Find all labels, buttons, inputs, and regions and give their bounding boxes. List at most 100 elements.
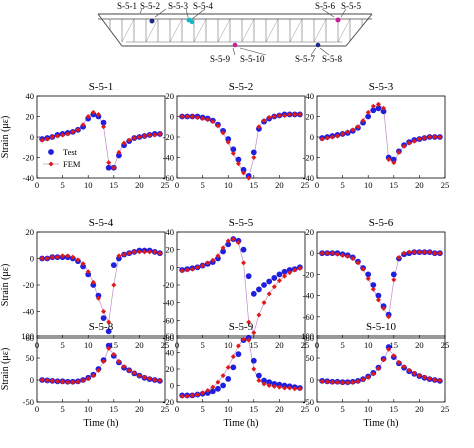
test-point [365,113,372,120]
fem-point [350,127,356,133]
fem-point [225,139,231,145]
test-point [250,357,257,364]
y-tick-label: -60 [303,312,314,322]
y-tick-label: -20 [303,153,314,163]
fem-point [205,260,211,266]
diagram-label-lines [139,8,347,56]
fem-point [355,378,361,384]
fem-point [126,367,132,373]
fem-series-line [42,112,160,169]
y-tick-label: 0 [310,375,314,385]
fem-series-line [182,238,301,334]
test-point [105,328,112,335]
fem-point [396,149,402,155]
fem-point [386,157,392,163]
y-tick-label: 50 [26,353,35,363]
fem-point [401,250,407,256]
fem-point [396,254,402,260]
diagram-label: S-5-3 [168,1,188,11]
y-tick-label: -20 [23,280,34,290]
x-tick-label: 10 [224,340,233,350]
fem-point [116,253,122,259]
legend-fem-marker [48,161,54,167]
fem-point [276,112,282,118]
fem-point [49,254,55,260]
y-tick-label: -40 [163,153,174,163]
fem-point [334,251,340,257]
fem-point [256,312,262,318]
fem-point [142,374,148,380]
test-point [365,271,372,278]
test-point [90,282,97,288]
x-axis-label: Time (h) [364,418,399,429]
fem-point [80,377,86,383]
fem-point [60,379,66,385]
fem-point [297,386,303,392]
test-point [390,156,397,163]
fem-point [391,277,397,283]
fem-point [210,384,216,390]
fem-point [65,131,71,137]
fem-point [116,359,122,365]
y-tick-label: -60 [163,173,174,183]
fem-point [282,385,288,391]
y-tick-label: 0 [170,112,174,122]
diagram-label: S-5-7 [295,54,315,64]
fem-point [381,105,387,111]
fem-point [75,127,81,133]
sensor-dot-s-5-4 [189,19,195,25]
fem-point [334,133,340,139]
x-tick-label: 20 [135,404,144,414]
fem-point [95,111,101,117]
fem-point [220,373,226,379]
fem-point [329,379,335,385]
y-tick-label: 20 [306,227,315,237]
y-tick-label: 40 [166,227,175,237]
fem-point [220,130,226,136]
y-tick-label: -20 [163,280,174,290]
fem-point [230,236,236,242]
diagram-label: S-5-4 [193,1,213,11]
x-tick-label: 20 [135,340,144,350]
test-point [110,262,117,269]
x-tick-label: 0 [35,404,39,414]
fem-point [194,264,200,270]
diagram-label: S-5-9 [210,54,230,64]
test-point [85,271,92,278]
diagram-labels-top: S-5-1 S-5-2 S-5-3 S-5-4 S-5-6 S-5-5 [117,1,361,11]
fem-point [246,319,252,325]
fem-point [152,132,158,138]
x-tick-label: 25 [301,404,310,414]
x-tick-label: 15 [390,340,399,350]
test-point [209,388,216,395]
fem-point [106,345,112,351]
x-tick-label: 15 [110,180,119,190]
fem-point [184,114,190,119]
fem-point [297,265,303,271]
fem-point [411,370,417,376]
fem-point [319,136,325,142]
fem-point [261,381,267,387]
x-tick-label: 10 [364,340,373,350]
y-tick-label: 20 [26,112,35,122]
diagram-label: S-5-8 [322,54,342,64]
y-tick-label: 0 [30,132,34,142]
y-tick-label: -40 [163,298,174,308]
fem-point [241,336,247,342]
fem-point [334,379,340,385]
fem-point [340,380,346,386]
fem-point [391,353,397,359]
fem-point [246,175,252,181]
y-axis-label: Strain (με) [0,348,11,391]
fem-point [54,133,60,139]
fem-point [287,111,293,117]
test-point [100,119,107,126]
fem-point [225,238,231,244]
chart-title: S-5-1 [89,81,113,93]
fem-point [106,160,112,166]
fem-point [266,115,272,121]
fem-point [136,134,142,140]
fem-point [375,297,381,303]
